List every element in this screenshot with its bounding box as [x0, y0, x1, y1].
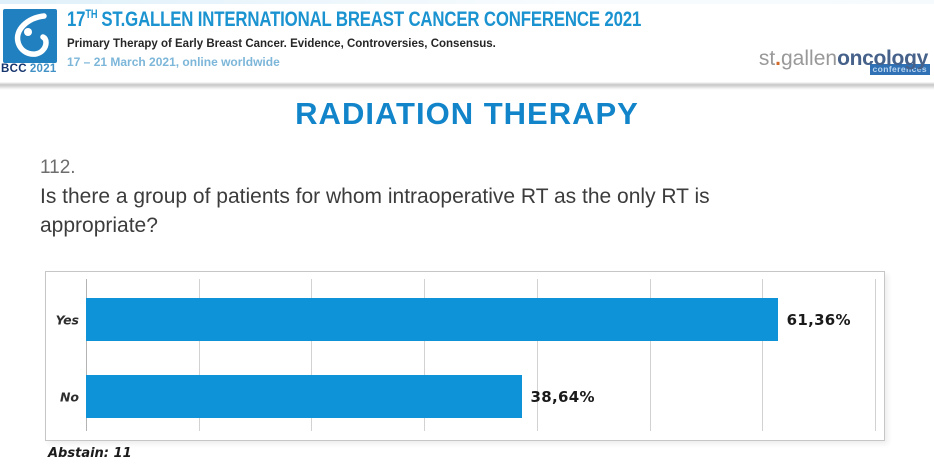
question-text: Is there a group of patients for whom in…: [40, 185, 710, 237]
stgallen-oncology-logo: st.gallenoncology conferences: [758, 47, 930, 75]
breast-drop-icon: [3, 13, 57, 67]
slide-title: RADIATION THERAPY: [295, 96, 639, 131]
value-label-yes: 61,36%: [786, 310, 851, 329]
gridline: [649, 279, 651, 431]
conferences-badge: conferences: [869, 64, 930, 75]
header-text-block: 17TH ST.GALLEN INTERNATIONAL BREAST CANCE…: [67, 8, 785, 69]
gridline: [762, 279, 764, 431]
bar-no: [86, 375, 522, 418]
y-axis-line: [86, 279, 87, 431]
conference-title: 17TH ST.GALLEN INTERNATIONAL BREAST CANCE…: [67, 8, 642, 31]
chart: Yes 61,36% No 38,64%: [45, 271, 885, 441]
value-label-no: 38,64%: [530, 387, 595, 406]
abstain-note: Abstain: 11: [48, 446, 132, 461]
gridline: [424, 279, 426, 431]
gridline: [875, 279, 876, 431]
conference-dates: 17 – 21 March 2021, online worldwide: [67, 55, 280, 69]
bcc-logo: [3, 9, 57, 63]
category-label-no: No: [59, 389, 79, 404]
question-number: 112.: [40, 157, 76, 178]
brand-orange-dot: .: [775, 47, 781, 70]
conference-subtitle: Primary Therapy of Early Breast Cancer. …: [67, 38, 496, 50]
bar-yes: [86, 298, 778, 341]
gridline: [311, 279, 313, 431]
header-separator: [0, 82, 934, 90]
bcc-year: 2021: [29, 63, 57, 75]
bcc-label: BCC: [1, 63, 27, 75]
top-edge-artifact: [0, 0, 934, 4]
category-label-yes: Yes: [55, 312, 79, 327]
title-superscript: TH: [85, 9, 98, 21]
gridline: [198, 279, 200, 431]
gridline: [536, 279, 538, 431]
bcc-logo-caption: BCC 2021: [1, 63, 71, 75]
